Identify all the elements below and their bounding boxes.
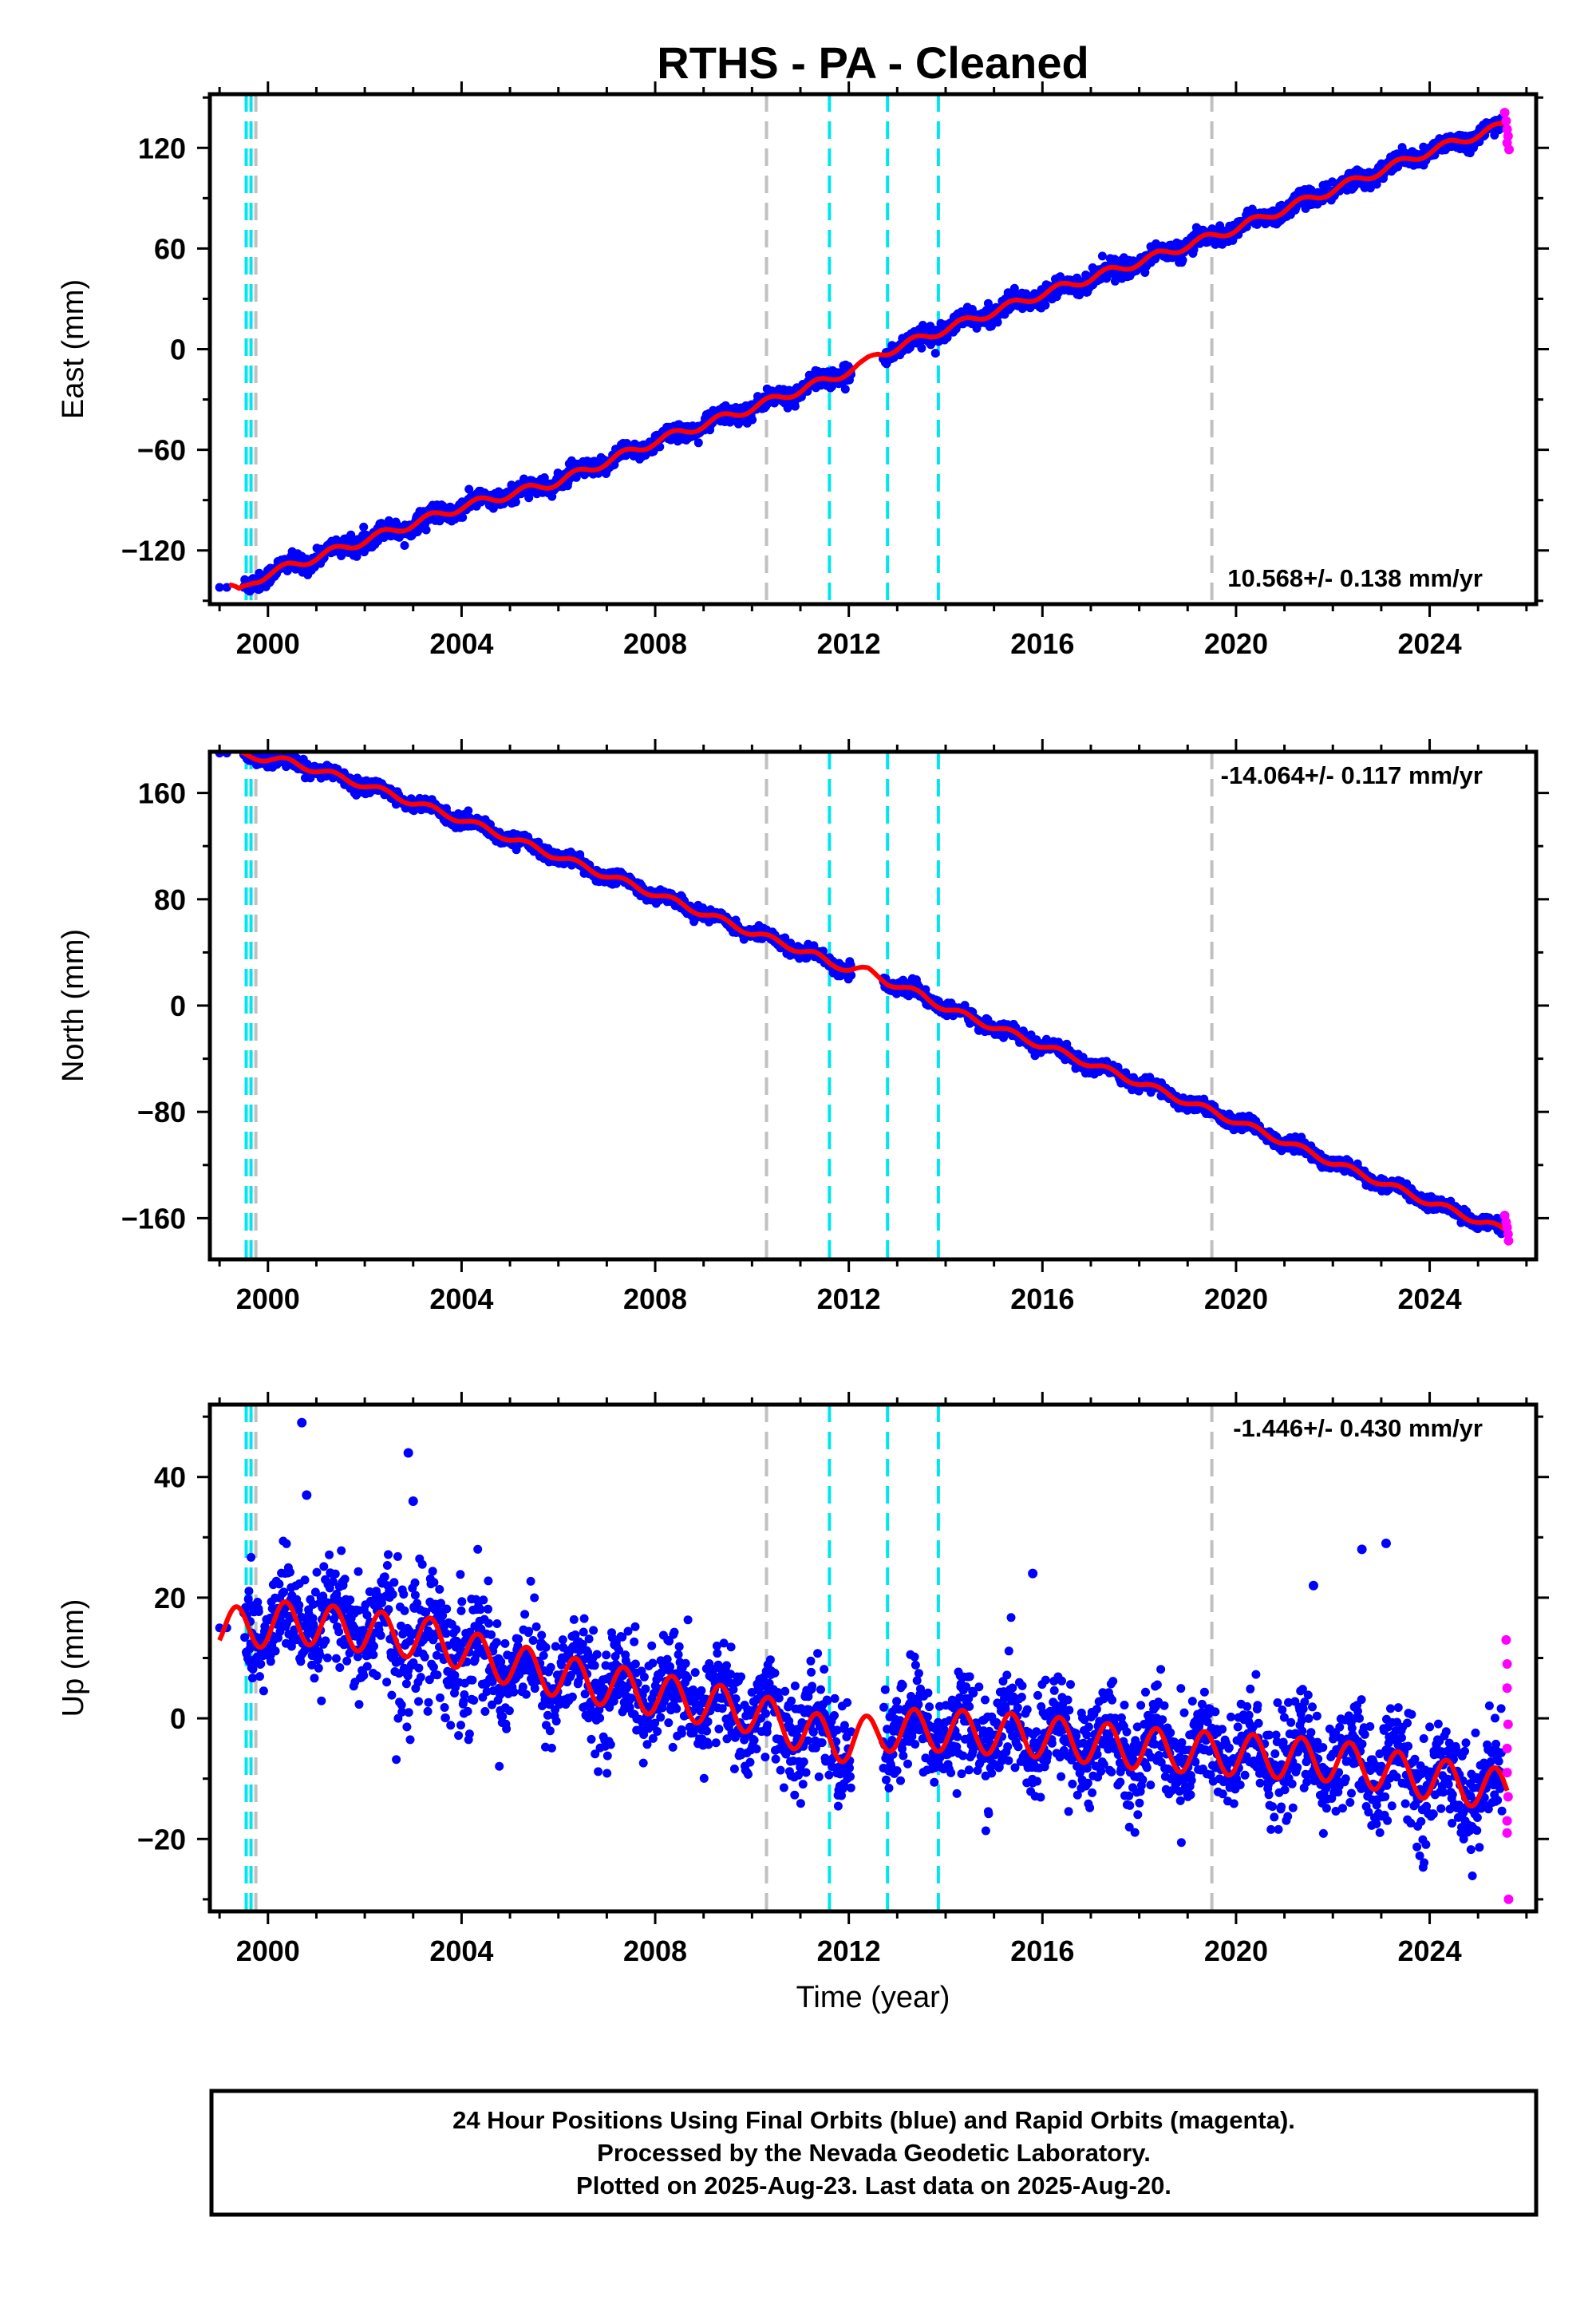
- footer-line-2: Processed by the Nevada Geodetic Laborat…: [597, 2139, 1151, 2167]
- rapid-orbit-point: [1502, 1683, 1512, 1694]
- x-tick-label: 2004: [429, 1282, 493, 1315]
- x-tick-label: 2008: [623, 1935, 687, 1967]
- x-axis-label: Time (year): [796, 1981, 950, 2014]
- rapid-orbit-point: [1503, 1235, 1514, 1246]
- plot-area: [215, 94, 1509, 604]
- y-axis-label: East (mm): [57, 279, 90, 419]
- up-panel: 2000 2004 2008 2012 2016 2020 2024 −20 0 20 40 Up (…: [57, 1392, 1549, 1967]
- rapid-orbit-point: [1502, 1743, 1512, 1753]
- velocity-label: -14.064+/- 0.117 mm/yr: [1221, 761, 1483, 789]
- model-fit-line: [227, 752, 1509, 1234]
- rapid-orbit-point: [1501, 116, 1511, 126]
- east-panel: 2000 2004 2008 2012 2016 2020 2024 −120 −60 0 60 12…: [57, 81, 1549, 660]
- y-tick-label: −60: [137, 434, 186, 467]
- rapid-orbit-point: [1502, 1816, 1512, 1826]
- y-tick-label: 40: [154, 1461, 186, 1494]
- y-tick-label: −160: [121, 1202, 186, 1235]
- x-tick-label: 2016: [1010, 1935, 1074, 1967]
- footer-line-1: 24 Hour Positions Using Final Orbits (bl…: [452, 2106, 1295, 2134]
- rapid-orbit-point: [1502, 137, 1512, 148]
- y-tick-label: 20: [154, 1582, 186, 1614]
- x-tick-label: 2000: [236, 1935, 300, 1967]
- y-tick-label: 80: [154, 883, 186, 916]
- rapid-orbit-point: [1499, 108, 1510, 118]
- model-fit-line: [217, 1599, 1510, 1809]
- y-tick-label: 0: [170, 990, 186, 1022]
- outlier-point: [297, 1417, 307, 1428]
- north-panel: 2000 2004 2008 2012 2016 2020 2024 −160 −80 0 80 16…: [57, 739, 1549, 1315]
- y-axis-label: North (mm): [57, 929, 90, 1082]
- x-tick-label: 2004: [429, 1935, 493, 1967]
- x-tick-label: 2024: [1398, 1282, 1462, 1315]
- x-tick-label: 2008: [623, 1282, 687, 1315]
- final-orbit-points: [215, 752, 1507, 1239]
- rapid-orbit-point: [1503, 1719, 1513, 1729]
- y-tick-label: −80: [137, 1096, 186, 1128]
- plot-area: [215, 752, 1509, 1259]
- outlier-point: [408, 1496, 418, 1506]
- outlier-point: [403, 1448, 413, 1458]
- final-orbit-points: [215, 1536, 1507, 1880]
- x-tick-label: 2020: [1204, 627, 1268, 660]
- y-axis-label: Up (mm): [57, 1599, 90, 1717]
- x-tick-label: 2004: [429, 627, 493, 660]
- y-tick-label: 0: [170, 1702, 186, 1735]
- final-orbit-points: [215, 113, 1507, 596]
- y-tick-label: −120: [121, 535, 186, 567]
- x-tick-label: 2024: [1398, 627, 1462, 660]
- y-tick-label: 0: [170, 334, 186, 366]
- rapid-orbit-point: [1502, 1659, 1512, 1670]
- panel-frame: [207, 749, 1539, 1262]
- x-tick-label: 2016: [1010, 627, 1074, 660]
- rapid-orbit-point: [1503, 1894, 1514, 1904]
- velocity-label: 10.568+/- 0.138 mm/yr: [1227, 564, 1483, 592]
- rapid-orbit-point: [1502, 1768, 1512, 1778]
- x-tick-label: 2000: [236, 1282, 300, 1315]
- x-tick-label: 2012: [817, 1935, 881, 1967]
- y-tick-label: 60: [154, 232, 186, 265]
- outlier-point: [1357, 1544, 1367, 1555]
- chart-title: RTHS - PA - Cleaned: [657, 38, 1088, 88]
- plot-area: [215, 1405, 1510, 1911]
- x-tick-label: 2012: [817, 1282, 881, 1315]
- x-tick-label: 2012: [817, 627, 881, 660]
- y-tick-label: 160: [138, 777, 186, 810]
- rapid-orbit-point: [1501, 1634, 1511, 1645]
- model-fit-line: [227, 121, 1509, 591]
- x-tick-label: 2016: [1010, 1282, 1074, 1315]
- outlier-point: [1381, 1538, 1391, 1548]
- footer-line-3: Plotted on 2025-Aug-23. Last data on 202…: [576, 2172, 1171, 2199]
- outlier-point: [302, 1490, 312, 1500]
- x-tick-label: 2020: [1204, 1935, 1268, 1967]
- velocity-label: -1.446+/- 0.430 mm/yr: [1233, 1414, 1483, 1442]
- x-tick-label: 2000: [236, 627, 300, 660]
- x-tick-label: 2020: [1204, 1282, 1268, 1315]
- outlier-point: [1028, 1568, 1038, 1579]
- rapid-orbit-point: [1503, 1792, 1513, 1802]
- x-tick-label: 2024: [1398, 1935, 1462, 1967]
- footer-box: 24 Hour Positions Using Final Orbits (bl…: [209, 2089, 1539, 2217]
- y-tick-label: −20: [137, 1823, 186, 1856]
- y-tick-label: 120: [138, 132, 186, 164]
- footer-frame: [209, 2089, 1539, 2217]
- rapid-orbit-point: [1502, 1828, 1512, 1838]
- outlier-point: [1308, 1580, 1318, 1591]
- x-tick-label: 2008: [623, 627, 687, 660]
